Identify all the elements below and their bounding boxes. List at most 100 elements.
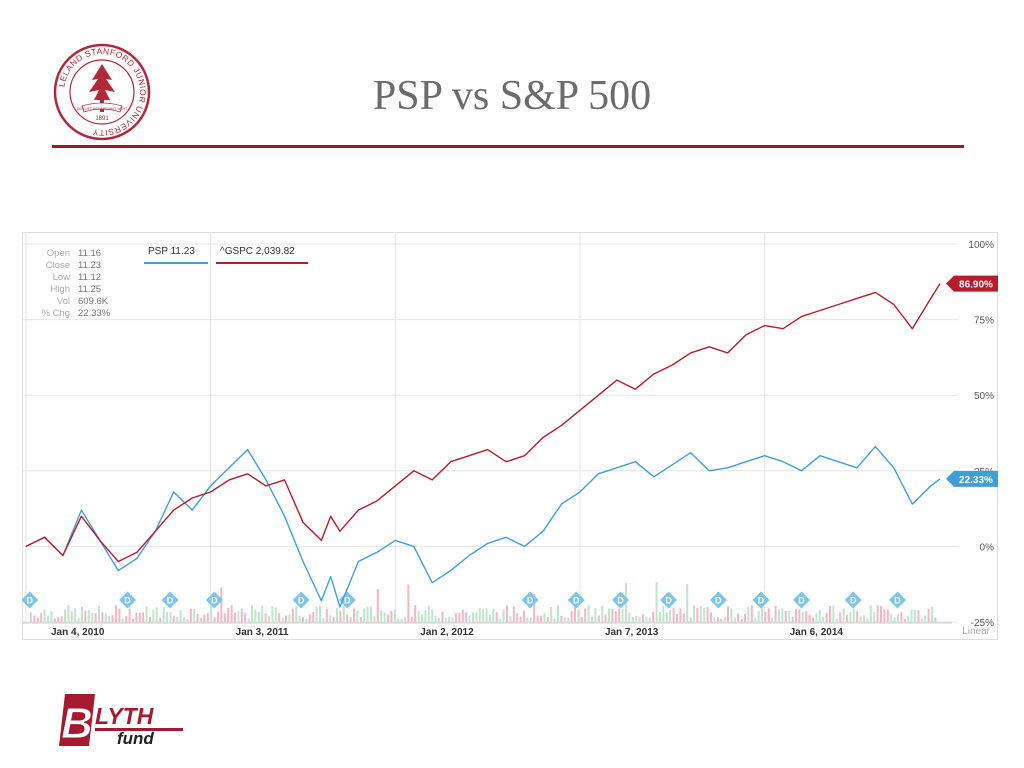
volume-bar [645,616,648,622]
legend-entry-1[interactable]: ^GSPC 2,039.82 [216,246,308,264]
volume-bar [455,613,457,622]
volume-bar [618,608,621,622]
volume-bar [312,612,315,622]
volume-bar [890,614,893,622]
stat-label: Low [53,272,71,283]
volume-bar [733,617,736,622]
volume-bar [696,607,699,622]
stat-label: Open [47,248,70,259]
volume-bar [825,612,828,622]
dividend-marker[interactable]: D [22,591,39,609]
dividend-diamond[interactable] [161,591,179,609]
y-tick-label: 75% [974,316,994,327]
y-tick-label: 50% [974,391,994,402]
volume-bar [608,608,610,622]
dividend-marker[interactable]: D [338,591,356,609]
dividend-marker[interactable]: D [521,591,539,609]
dividend-diamond[interactable] [292,591,310,609]
dividend-marker[interactable]: D [292,591,310,609]
volume-bar [36,617,39,622]
volume-bar [761,606,763,622]
dividend-marker[interactable]: D [119,591,137,609]
volume-bar [512,606,515,622]
series-line-0 [25,445,941,608]
volume-bar [285,615,287,622]
volume-bar [499,618,502,622]
volume-bar [927,608,930,622]
stat-value: 11.16 [78,248,101,259]
volume-bar [329,615,332,622]
volume-bar [125,615,128,622]
dividend-diamond[interactable] [889,591,907,609]
x-tick-label: Jan 7, 2013 [605,627,659,638]
dividend-marker[interactable]: D [205,591,223,609]
dividend-marker[interactable]: D [752,591,770,609]
volume-bar [339,610,342,622]
volume-bar [594,607,597,622]
volume-bar [349,617,352,622]
volume-bar [400,618,403,622]
volume-bar [359,617,362,622]
volume-bar [662,606,665,622]
volume-bar [577,609,580,622]
volume-bar [234,612,236,622]
volume-bar [370,606,372,622]
volume-bar [227,607,230,622]
dividend-diamond[interactable] [793,591,811,609]
volume-bar [791,617,794,622]
slide-title: PSP vs S&P 500 [372,73,652,119]
dividend-label: D [758,596,765,606]
volume-bar [210,606,213,622]
volume-bar [839,612,842,622]
volume-bar [757,610,760,622]
volume-bar [172,615,175,622]
scale-label[interactable]: Linear [962,626,990,637]
volume-bar [295,606,298,622]
volume-bar [502,609,505,622]
x-tick-label: Jan 4, 2010 [51,627,105,638]
dividend-marker[interactable]: D [844,591,862,609]
dividend-diamond[interactable] [709,591,727,609]
volume-bar [914,609,916,622]
volume-bar [33,615,36,622]
volume-bar [876,605,879,622]
dividend-marker[interactable]: D [709,591,727,609]
dividend-marker[interactable]: D [567,591,585,609]
volume-bar [744,614,746,622]
volume-bar [710,612,712,622]
dividend-marker[interactable]: D [612,591,630,609]
dividend-diamond[interactable] [612,591,630,609]
y-tick-label: 100% [968,240,994,251]
legend-entry-0[interactable]: PSP 11.23 [144,246,208,264]
dividend-diamond[interactable] [205,591,223,609]
dividend-diamond[interactable] [521,591,539,609]
dividend-diamond[interactable] [567,591,585,609]
volume-bar [567,617,570,622]
dividend-marker[interactable]: D [161,591,179,609]
dividend-diamond[interactable] [660,591,678,609]
dividend-diamond[interactable] [338,591,356,609]
volume-bar [60,616,63,622]
volume-bar [451,617,454,622]
dividend-marker[interactable]: D [793,591,811,609]
volume-bar [189,608,192,622]
volume-bar [655,582,658,622]
volume-bar [200,617,202,622]
volume-bar [584,608,587,622]
volume-bar [873,612,876,622]
volume-bar [519,616,522,622]
volume-bar [924,615,927,622]
volume-bar [659,611,661,622]
series-line-1 [25,283,941,563]
dividend-diamond[interactable] [752,591,770,609]
volume-bar [149,616,151,622]
dividend-marker[interactable]: D [660,591,678,609]
volume-bar [778,609,780,622]
dividend-diamond[interactable] [119,591,137,609]
dividend-marker[interactable]: D [889,591,907,609]
dividend-diamond[interactable] [22,591,39,609]
volume-bar [74,608,77,622]
volume-bar [264,613,267,622]
dividend-diamond[interactable] [844,591,862,609]
